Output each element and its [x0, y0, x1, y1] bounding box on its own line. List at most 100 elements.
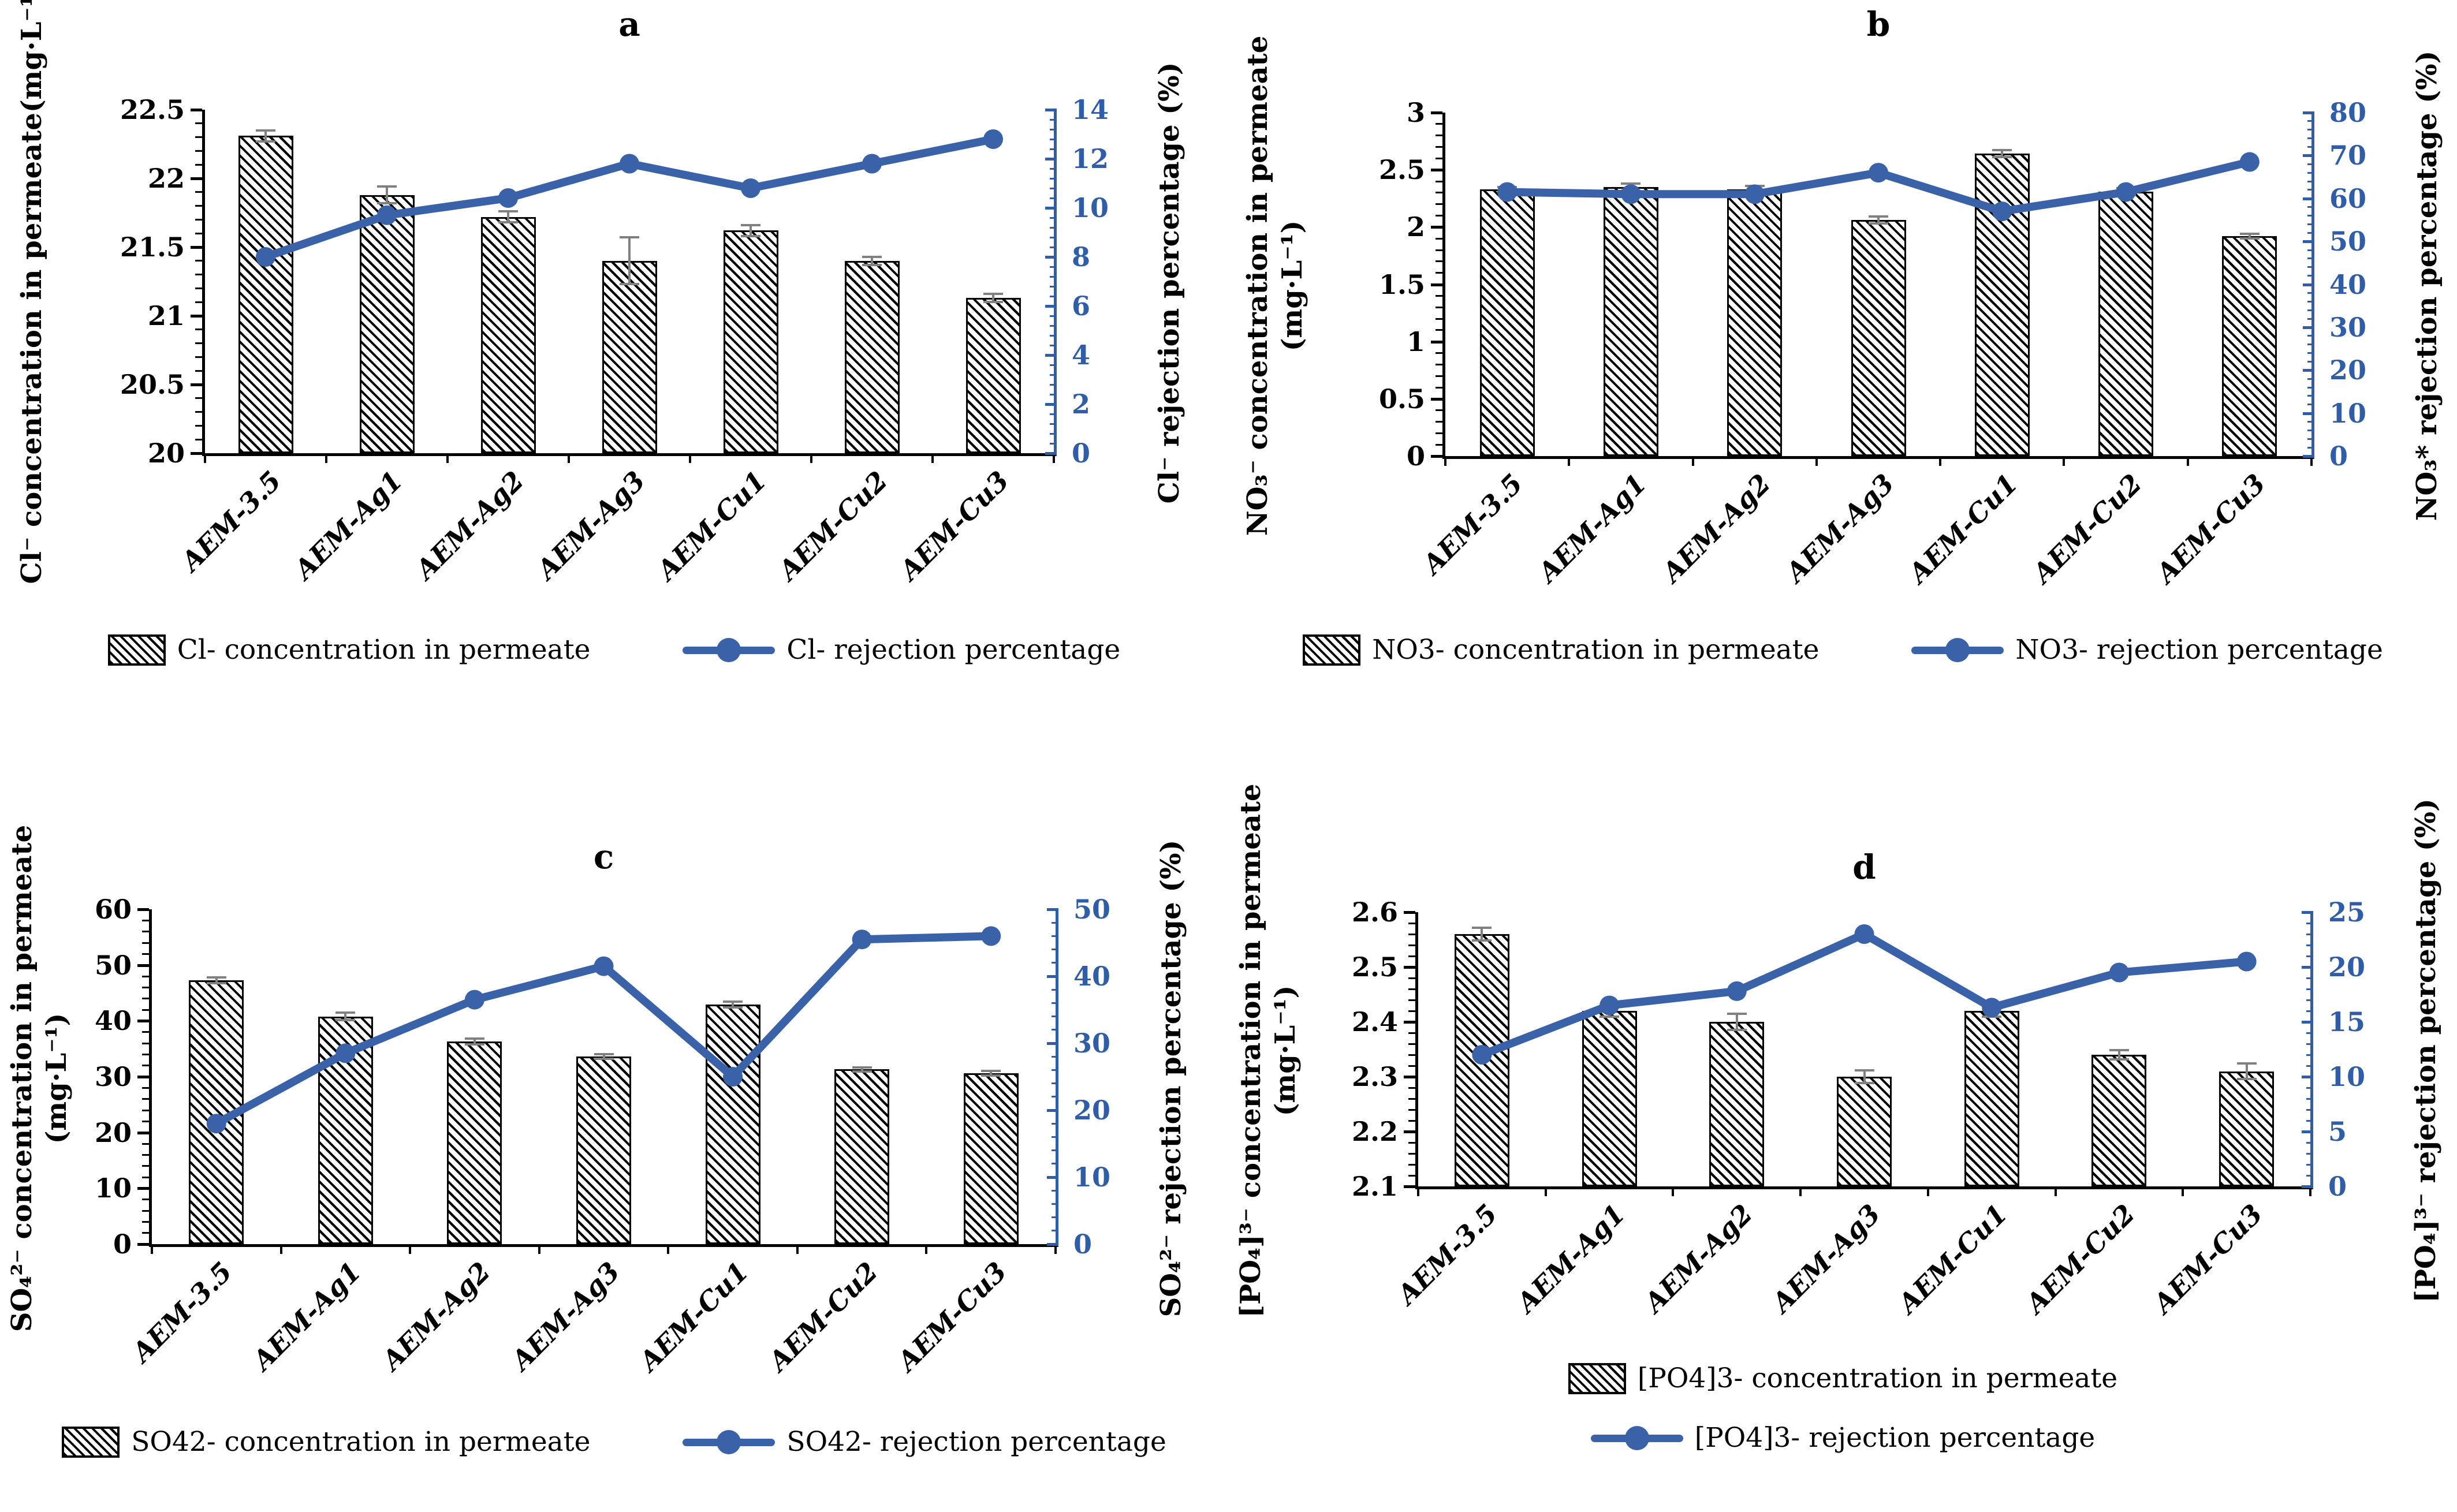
tick-label: 0 [1406, 440, 1425, 472]
tick-mark [1052, 1149, 1058, 1152]
tick-mark [1052, 1082, 1058, 1085]
tick-mark [1050, 118, 1057, 121]
tick-mark [1404, 1021, 1415, 1024]
tick-mark [195, 301, 202, 303]
tick-mark [151, 1247, 153, 1254]
line-swatch-icon [1911, 634, 2004, 666]
tick-mark [1408, 1174, 1415, 1177]
tick-mark [1436, 146, 1442, 148]
tick-mark [1045, 109, 1057, 111]
legend-item-rejection: SO42- rejection percentage [683, 1426, 1166, 1458]
tick-mark [1052, 1055, 1058, 1058]
tick-mark [142, 931, 149, 933]
tick-mark [2303, 154, 2314, 158]
tick-mark [1408, 1097, 1415, 1100]
tick-mark [1052, 1189, 1058, 1192]
tick-label: 22.5 [120, 94, 185, 125]
line-marker [981, 926, 1001, 946]
line-marker [206, 1114, 226, 1134]
tick-mark [2307, 163, 2314, 165]
tick-mark [142, 975, 149, 977]
error-bar [732, 1002, 735, 1008]
left-axis-title-text: Cl⁻ concentration in permeate(mg·L⁻¹) [16, 0, 48, 584]
tick-mark [1050, 128, 1057, 130]
tick-mark [2307, 146, 2314, 148]
line-marker [2116, 182, 2136, 202]
line-marker [983, 129, 1003, 149]
tick-mark [137, 1020, 149, 1023]
error-bar-cap [335, 1011, 356, 1014]
tick-mark [1050, 344, 1057, 346]
tick-mark [1052, 1002, 1058, 1004]
line-marker [2239, 152, 2260, 172]
error-bar [1863, 1070, 1866, 1084]
tick-mark [1431, 169, 1442, 172]
tick-label: 15 [2328, 1006, 2366, 1037]
tick-mark [1436, 409, 1442, 412]
legend-item-concentration: Cl- concentration in permeate [107, 634, 590, 666]
tick-mark [1045, 305, 1057, 308]
line-marker [620, 154, 639, 174]
tick-label: 2.1 [1351, 1171, 1398, 1202]
tick-mark [142, 1232, 149, 1234]
tick-mark [1050, 324, 1057, 327]
line-marker [2236, 951, 2257, 972]
error-bar [264, 130, 267, 141]
tick-mark [1436, 272, 1442, 274]
tick-mark [1045, 452, 1057, 455]
bar-AEM-Cu2 [2091, 1055, 2147, 1186]
tick-mark [142, 1143, 149, 1145]
error-bar [1735, 1013, 1738, 1031]
tick-mark [1408, 1163, 1415, 1166]
tick-mark [1408, 933, 1415, 935]
tick-mark [142, 1087, 149, 1089]
tick-mark [1568, 459, 1571, 466]
tick-mark [1436, 123, 1442, 125]
tick-mark [325, 456, 327, 463]
tick-mark [1050, 413, 1057, 415]
tick-mark [1050, 275, 1057, 278]
error-bar-cap [1600, 1015, 1620, 1018]
tick-label: 1.5 [1378, 268, 1425, 300]
error-bar [507, 211, 509, 223]
tick-label: 8 [1072, 241, 1091, 272]
panel-b: b NO₃⁻ concentration in permeate (mg·L⁻¹… [1229, 0, 2457, 756]
tick-mark [1431, 283, 1442, 286]
tick-mark [1436, 157, 1442, 159]
tick-label: 5 [2328, 1116, 2347, 1147]
legend: SO42- concentration in permeate SO42- re… [0, 1426, 1228, 1458]
error-bar-cap [2239, 237, 2260, 240]
error-bar-cap [620, 236, 639, 239]
legend: [PO4]3- concentration in permeate [PO4]3… [1229, 1362, 2457, 1454]
tick-mark [1404, 966, 1415, 969]
panel-d: d [PO₄]³⁻ concentration in permeate (mg·… [1229, 756, 2457, 1512]
error-bar-cap [464, 1037, 484, 1040]
panel-d-title: d [1852, 848, 1876, 887]
error-bar-cap [498, 221, 518, 224]
tick-mark [137, 1131, 149, 1134]
tick-mark [195, 150, 202, 152]
tick-label: 3 [1406, 97, 1425, 128]
line-marker [1744, 184, 1765, 204]
rejection-percentage-line [1497, 152, 2260, 222]
tick-mark [191, 177, 202, 180]
error-bar-cap [256, 129, 275, 132]
tick-label: 20 [1073, 1095, 1111, 1126]
error-bar-cap [2109, 1049, 2129, 1052]
error-bar-cap [983, 301, 1003, 304]
line-marker [498, 188, 518, 208]
tick-mark [142, 1042, 149, 1044]
bar-swatch-icon [1568, 1362, 1626, 1394]
tick-mark [1436, 306, 1442, 308]
tick-mark [2307, 249, 2314, 251]
error-bar-cap [377, 185, 397, 188]
tick-mark [1050, 177, 1057, 180]
tick-mark [2306, 922, 2313, 924]
tick-mark [1408, 1065, 1415, 1067]
error-bar-cap [464, 1043, 484, 1046]
error-bar-cap [1472, 926, 1492, 929]
legend-label: SO42- concentration in permeate [131, 1426, 591, 1458]
error-bar-cap [723, 1000, 743, 1003]
tick-mark [142, 1209, 149, 1212]
bar-swatch-icon [107, 634, 166, 666]
